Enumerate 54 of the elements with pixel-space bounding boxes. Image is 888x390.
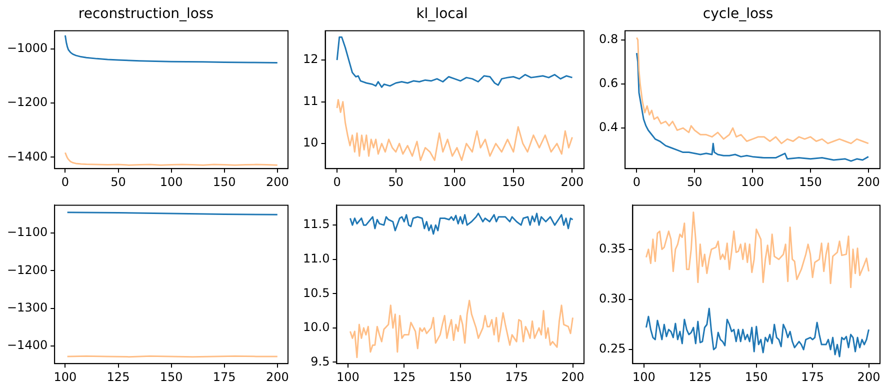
x-tick-label: 50: [110, 174, 126, 189]
x-tick-label: 175: [212, 370, 236, 384]
x-tick-label: 175: [505, 370, 528, 384]
y-tick-label: −1000: [7, 41, 48, 56]
chart-title: cycle_loss: [702, 6, 774, 22]
y-tick-label: 11.0: [303, 251, 330, 266]
x-tick-label: 150: [744, 370, 768, 384]
y-tick-label: 11.5: [303, 217, 330, 232]
x-tick-label: 150: [160, 370, 183, 384]
y-tick-label: 11: [302, 94, 318, 108]
y-tick-label: −1100: [7, 225, 48, 240]
x-tick-label: 200: [857, 370, 880, 384]
x-tick-label: 100: [336, 370, 360, 384]
y-tick-label: 0.30: [599, 292, 626, 306]
y-tick-label: 0.35: [599, 241, 626, 256]
x-tick-label: 100: [54, 370, 77, 384]
x-tick-label: 175: [801, 370, 824, 384]
x-tick-label: 125: [106, 370, 130, 384]
chart-title: kl_local: [416, 6, 468, 22]
x-tick-label: 200: [266, 370, 289, 384]
y-tick-label: 0.4: [598, 120, 618, 134]
x-tick-label: 100: [632, 370, 656, 384]
x-tick-label: 200: [560, 174, 584, 189]
x-tick-label: 0: [61, 174, 70, 189]
x-tick-label: 200: [561, 370, 584, 384]
y-tick-label: −1300: [7, 300, 48, 314]
x-tick-label: 100: [443, 174, 466, 189]
x-tick-label: 150: [502, 174, 525, 189]
y-tick-label: 12: [302, 52, 318, 66]
y-tick-label: −1400: [7, 149, 48, 164]
y-tick-label: 0.6: [598, 76, 618, 90]
chart-title: reconstruction_loss: [78, 6, 214, 22]
x-tick-label: 50: [388, 174, 404, 189]
y-tick-label: 10: [302, 136, 318, 150]
x-tick-label: 150: [212, 174, 236, 189]
x-tick-label: 150: [799, 174, 822, 189]
x-tick-label: 100: [160, 174, 183, 189]
x-tick-label: 125: [688, 370, 712, 384]
x-tick-label: 200: [266, 174, 289, 189]
x-tick-label: 100: [741, 174, 764, 189]
y-tick-label: −1200: [7, 262, 48, 277]
y-tick-label: 10.0: [303, 320, 330, 334]
y-tick-label: 10.5: [303, 286, 330, 300]
y-tick-label: −1400: [7, 338, 48, 352]
x-tick-label: 200: [856, 174, 880, 189]
y-tick-label: 0.8: [598, 32, 618, 46]
y-tick-label: 9.5: [310, 354, 330, 368]
x-tick-label: 150: [448, 370, 472, 384]
y-tick-label: 0.25: [599, 342, 626, 356]
x-tick-label: 0: [333, 174, 341, 189]
x-tick-label: 50: [686, 174, 702, 189]
y-tick-label: −1200: [7, 95, 48, 110]
x-tick-label: 0: [632, 174, 640, 189]
x-tick-label: 125: [392, 370, 416, 384]
